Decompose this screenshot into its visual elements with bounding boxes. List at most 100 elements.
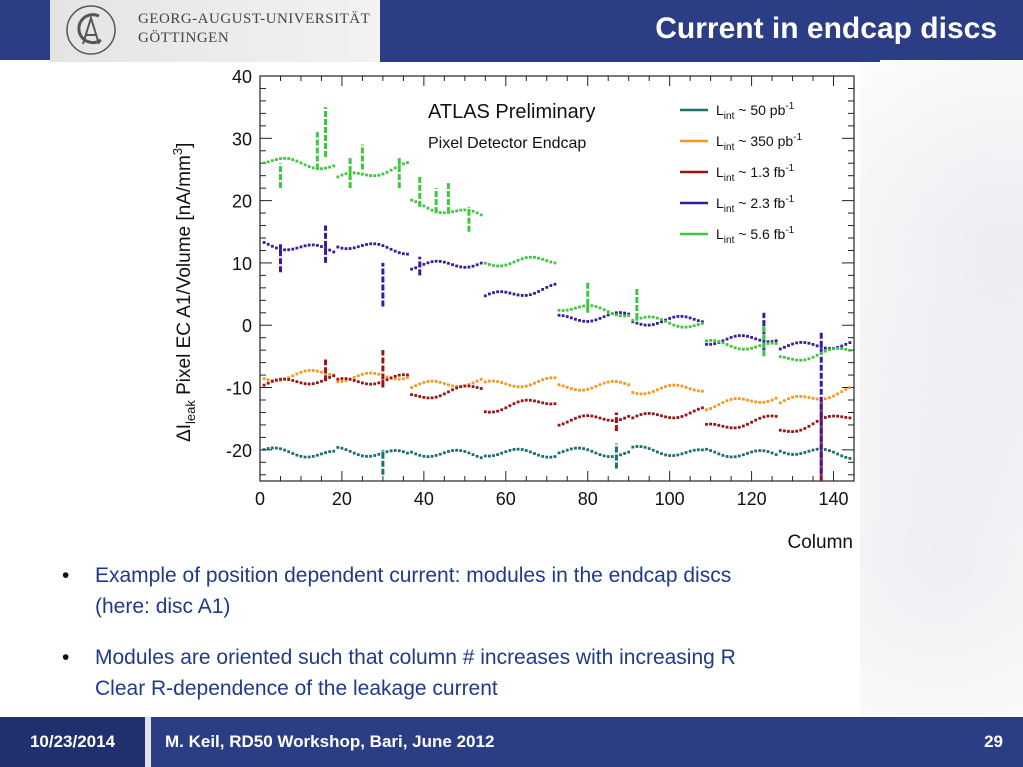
data-point — [393, 166, 397, 170]
data-point — [516, 400, 520, 404]
data-point — [696, 319, 700, 323]
data-point — [778, 347, 782, 351]
data-point — [504, 450, 508, 454]
data-point — [664, 453, 667, 457]
data-point — [578, 415, 581, 419]
data-point — [303, 163, 307, 167]
data-point — [287, 248, 291, 252]
data-point — [344, 448, 348, 452]
data-point — [758, 338, 762, 342]
data-point — [270, 244, 274, 248]
data-point — [299, 370, 303, 374]
data-point — [631, 391, 635, 394]
data-point — [582, 447, 586, 451]
data-point — [406, 451, 409, 455]
data-point — [369, 174, 373, 177]
data-point — [328, 450, 332, 454]
data-point — [717, 403, 721, 407]
data-point — [815, 353, 819, 357]
data-point — [410, 386, 413, 389]
data-point — [639, 316, 643, 320]
data-point — [615, 311, 618, 315]
data-point — [799, 428, 803, 432]
chart-marks — [262, 107, 852, 481]
plot-frame — [259, 75, 855, 482]
data-point — [733, 346, 737, 350]
data-point — [356, 171, 360, 175]
data-point — [737, 454, 741, 458]
data-point — [479, 213, 483, 217]
data-point — [295, 246, 299, 250]
data-point — [725, 455, 729, 458]
data-point — [848, 457, 852, 460]
data-point — [488, 410, 491, 414]
data-point — [406, 376, 409, 380]
data-point — [385, 450, 389, 454]
data-point — [377, 381, 381, 385]
data-point — [397, 251, 401, 255]
data-point — [496, 380, 499, 383]
data-point — [746, 398, 749, 402]
data-point — [725, 399, 729, 403]
data-point — [553, 455, 557, 458]
data-point — [750, 399, 753, 403]
data-point — [393, 449, 397, 452]
data-point — [266, 242, 270, 246]
data-point — [828, 348, 831, 352]
data-point — [791, 430, 794, 434]
data-point — [721, 424, 725, 428]
data-point — [389, 168, 393, 172]
data-point — [737, 425, 741, 429]
data-point — [610, 380, 614, 383]
data-point — [598, 416, 602, 420]
data-point — [688, 316, 692, 320]
data-point — [832, 347, 835, 351]
data-point — [660, 452, 663, 456]
data-point — [553, 376, 557, 380]
data-point — [295, 159, 299, 163]
data-point — [307, 455, 311, 459]
data-point — [840, 347, 844, 350]
series-group — [262, 107, 852, 362]
data-point — [627, 450, 631, 454]
data-point — [602, 417, 606, 421]
chart-svg: 0 20 40 60 80 100 120 140 -20 -10 0 10 20 30 40 ATLAS… — [170, 67, 855, 553]
data-point — [701, 321, 704, 325]
data-point — [815, 419, 819, 423]
data-point — [279, 247, 282, 251]
data-point — [438, 452, 442, 456]
data-point — [701, 389, 704, 393]
data-point — [475, 386, 479, 389]
data-point — [352, 379, 356, 382]
data-point — [352, 171, 356, 175]
data-point — [283, 448, 286, 452]
data-point — [361, 381, 364, 385]
data-point — [807, 449, 811, 453]
data-point — [795, 341, 799, 345]
data-point — [635, 321, 639, 325]
data-point — [627, 414, 631, 418]
data-point — [725, 425, 729, 429]
data-point — [803, 451, 807, 454]
data-point — [508, 262, 512, 266]
data-point — [279, 447, 282, 451]
data-point — [369, 371, 373, 375]
data-point — [541, 288, 545, 291]
data-point — [512, 384, 516, 388]
data-point — [602, 381, 606, 385]
data-point — [340, 377, 344, 380]
data-point — [451, 263, 454, 267]
data-point — [696, 407, 700, 411]
data-point — [483, 410, 487, 414]
data-point — [672, 315, 676, 319]
data-point — [586, 320, 590, 323]
data-point — [430, 379, 434, 383]
data-point — [676, 383, 680, 387]
data-point — [803, 427, 807, 430]
data-point — [381, 172, 385, 176]
data-point — [365, 454, 368, 458]
data-point — [598, 453, 602, 457]
data-point — [426, 455, 430, 459]
data-point — [557, 383, 561, 387]
data-point — [615, 380, 618, 383]
